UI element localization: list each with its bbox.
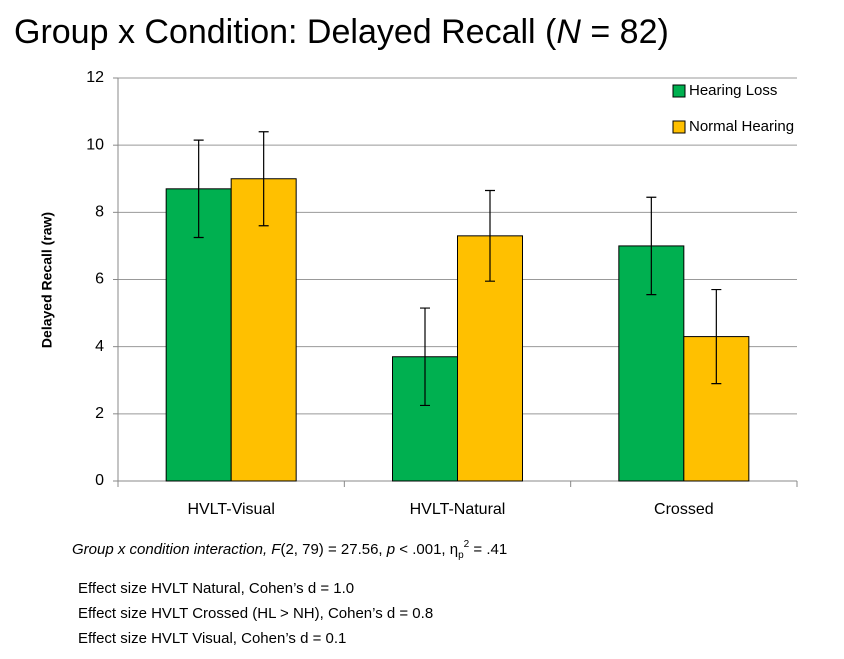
title-part: Group x Condition: Delayed Recall ( [14, 13, 557, 51]
y-tick-label: 2 [95, 405, 104, 422]
annotation-part: 2 [464, 539, 470, 550]
chart-title: Group x Condition: Delayed Recall (N = 8… [14, 13, 669, 51]
note: Effect size HVLT Natural, Cohen’s d = 1.… [78, 580, 354, 597]
error-bar [258, 131, 269, 227]
annotation-part: Group x condition interaction, [72, 541, 271, 558]
y-tick-label: 12 [86, 69, 104, 86]
annotation-part: (2, 79) = 27.56, [280, 541, 386, 558]
y-tick-label: 4 [95, 338, 104, 355]
annotation-part: F [271, 541, 281, 558]
error-bar [711, 288, 722, 385]
x-tick-label: HVLT-Natural [410, 501, 506, 518]
legend-label: Hearing Loss [689, 82, 777, 99]
y-tick-label: 0 [95, 472, 104, 489]
legend-label: Normal Hearing [689, 118, 794, 135]
annotation-part: < .001, η [395, 541, 458, 558]
annotation-part: p [386, 541, 395, 558]
x-tick-label: HVLT-Visual [187, 501, 274, 518]
error-bar [420, 307, 430, 407]
error-bar [485, 189, 495, 282]
note: Effect size HVLT Visual, Cohen’s d = 0.1 [78, 630, 346, 647]
y-axis-label: Delayed Recall (raw) [39, 212, 55, 348]
title-part: = 82) [581, 13, 669, 51]
note: Effect size HVLT Crossed (HL > NH), Cohe… [78, 605, 433, 622]
annotation: Group x condition interaction, F(2, 79) … [72, 539, 507, 561]
annotation-part: = .41 [469, 541, 507, 558]
legend-swatch [672, 84, 686, 98]
error-bar [646, 196, 657, 296]
x-tick-label: Crossed [654, 501, 714, 518]
title-part: N [556, 13, 581, 51]
bar [230, 178, 297, 482]
y-tick-label: 10 [86, 136, 104, 153]
legend-swatch [672, 120, 686, 134]
y-tick-label: 6 [95, 271, 104, 288]
annotation-part: p [458, 550, 464, 561]
error-bar [193, 139, 204, 239]
y-tick-label: 8 [95, 204, 104, 221]
